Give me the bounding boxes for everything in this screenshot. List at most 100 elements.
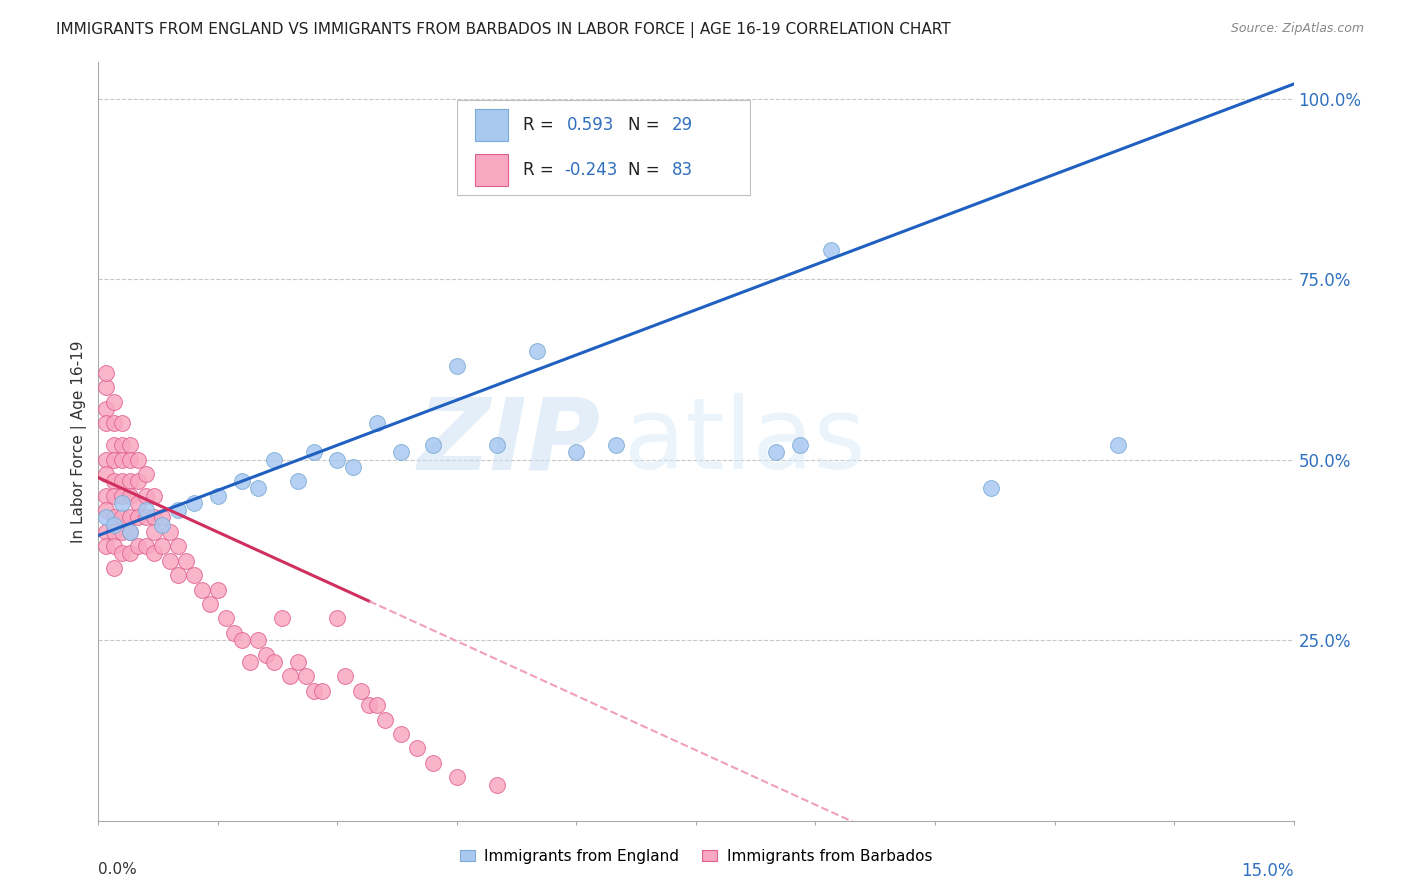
Point: [103, 510, 125, 524]
Point: [103, 539, 125, 553]
Point: [143, 510, 166, 524]
FancyBboxPatch shape: [475, 154, 509, 186]
Point: [103, 524, 125, 539]
Y-axis label: In Labor Force | Age 16-19: In Labor Force | Age 16-19: [72, 340, 87, 543]
Point: [446, 359, 468, 373]
Point: [246, 482, 269, 496]
Text: R =: R =: [523, 116, 558, 135]
Point: [302, 683, 325, 698]
Point: [143, 489, 166, 503]
Point: [342, 459, 364, 474]
Point: [207, 582, 229, 597]
Point: [198, 597, 221, 611]
Point: [565, 445, 588, 459]
FancyBboxPatch shape: [457, 101, 749, 195]
Point: [111, 510, 134, 524]
Point: [111, 452, 134, 467]
Point: [526, 344, 548, 359]
Point: [111, 489, 134, 503]
Point: [120, 489, 142, 503]
Point: [96, 503, 118, 517]
Point: [167, 568, 190, 582]
Point: [167, 539, 190, 553]
Legend: Immigrants from England, Immigrants from Barbados: Immigrants from England, Immigrants from…: [454, 843, 938, 870]
Point: [120, 546, 142, 560]
Point: [127, 496, 149, 510]
Point: [246, 633, 269, 648]
Text: R =: R =: [523, 161, 558, 179]
Point: [120, 510, 142, 524]
Point: [96, 452, 118, 467]
Point: [96, 380, 118, 394]
Point: [231, 633, 253, 648]
Point: [174, 554, 197, 568]
Point: [287, 655, 309, 669]
Point: [183, 568, 205, 582]
Point: [207, 489, 229, 503]
Point: [135, 539, 157, 553]
Point: [374, 713, 396, 727]
Point: [103, 517, 125, 532]
Text: 0.0%: 0.0%: [98, 863, 138, 878]
Point: [270, 611, 292, 625]
Point: [294, 669, 316, 683]
Point: [96, 417, 118, 431]
Point: [150, 517, 173, 532]
Point: [406, 741, 429, 756]
Point: [103, 475, 125, 489]
Point: [111, 546, 134, 560]
Point: [326, 611, 349, 625]
Point: [366, 698, 388, 712]
Point: [150, 539, 173, 553]
Point: [167, 503, 190, 517]
Point: [789, 438, 811, 452]
Point: [359, 698, 381, 712]
Point: [135, 489, 157, 503]
Point: [96, 467, 118, 481]
Text: 83: 83: [672, 161, 693, 179]
Point: [366, 417, 388, 431]
Text: IMMIGRANTS FROM ENGLAND VS IMMIGRANTS FROM BARBADOS IN LABOR FORCE | AGE 16-19 C: IMMIGRANTS FROM ENGLAND VS IMMIGRANTS FR…: [56, 22, 950, 38]
Point: [254, 648, 277, 662]
Text: 0.593: 0.593: [567, 116, 614, 135]
Point: [263, 655, 285, 669]
Text: ZIP: ZIP: [418, 393, 600, 490]
Point: [820, 243, 842, 257]
Point: [446, 770, 468, 784]
Point: [96, 510, 118, 524]
Text: 15.0%: 15.0%: [1241, 863, 1294, 880]
Point: [239, 655, 262, 669]
Point: [231, 475, 253, 489]
Point: [350, 683, 373, 698]
Point: [183, 496, 205, 510]
Point: [135, 467, 157, 481]
Point: [159, 524, 181, 539]
Text: 29: 29: [672, 116, 693, 135]
Point: [120, 475, 142, 489]
Point: [980, 482, 1002, 496]
Point: [278, 669, 301, 683]
Point: [120, 452, 142, 467]
Point: [422, 756, 444, 770]
Point: [1107, 438, 1129, 452]
Text: atlas: atlas: [624, 393, 866, 490]
Point: [302, 445, 325, 459]
Point: [150, 510, 173, 524]
Text: Source: ZipAtlas.com: Source: ZipAtlas.com: [1230, 22, 1364, 36]
Point: [605, 438, 627, 452]
Point: [103, 417, 125, 431]
Point: [111, 438, 134, 452]
Point: [127, 510, 149, 524]
Point: [159, 554, 181, 568]
Point: [326, 452, 349, 467]
Point: [96, 489, 118, 503]
Point: [389, 445, 412, 459]
Point: [103, 394, 125, 409]
Text: -0.243: -0.243: [565, 161, 617, 179]
Point: [765, 445, 787, 459]
Point: [96, 539, 118, 553]
Point: [96, 402, 118, 417]
Point: [143, 546, 166, 560]
Point: [287, 475, 309, 489]
Point: [263, 452, 285, 467]
